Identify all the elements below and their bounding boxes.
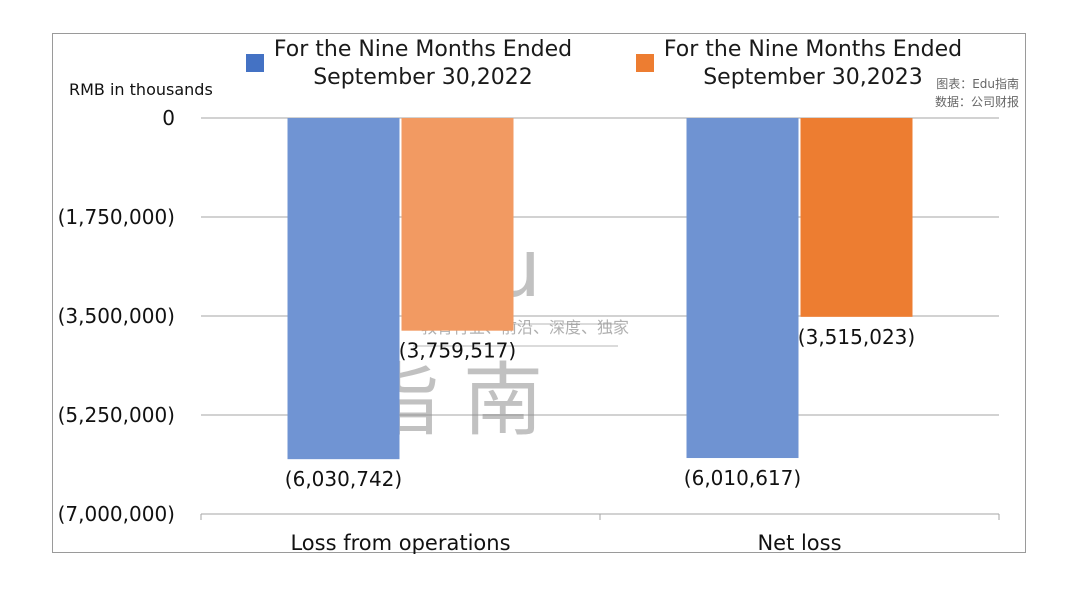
legend-label-2022-line2: September 30,2022 (313, 65, 533, 90)
legend-swatch-2023 (636, 54, 654, 72)
category-label: Net loss (757, 531, 841, 554)
chart-frame: Edu 教育行业、前沿、深度、独家 指南 (6,030,742)(3,759,5… (52, 33, 1026, 554)
bar-net-loss-0 (686, 118, 799, 459)
bar-net-loss-1 (800, 118, 913, 317)
bar-chart: Edu 教育行业、前沿、深度、独家 指南 (6,030,742)(3,759,5… (58, 37, 1019, 554)
source-data: 数据：公司财报 (935, 94, 1019, 109)
data-label: (3,515,023) (798, 325, 915, 349)
y-tick-label: (1,750,000) (58, 205, 175, 229)
x-axis-categories: Loss from operations Net loss (290, 531, 841, 554)
y-tick-label: (7,000,000) (58, 502, 175, 526)
bar-loss-from-operations-0 (287, 118, 400, 460)
source-chart: 图表：Edu指南 (936, 76, 1019, 91)
y-tick-label: (3,500,000) (58, 304, 175, 328)
unit-label: RMB in thousands (69, 80, 213, 99)
y-axis-ticks: 0 (1,750,000) (3,500,000) (5,250,000) (7,000… (58, 106, 175, 526)
y-tick-label: 0 (162, 106, 175, 130)
bars (287, 118, 913, 460)
legend: For the Nine Months Ended September 30,2… (246, 37, 962, 90)
category-label: Loss from operations (290, 531, 510, 554)
data-labels: (6,030,742) (3,759,517) (6,010,617) (3,515,… (285, 325, 915, 491)
legend-swatch-2022 (246, 54, 264, 72)
data-label: (6,010,617) (684, 466, 801, 490)
legend-label-2023-line1: For the Nine Months Ended (664, 37, 962, 62)
legend-label-2023-line2: September 30,2023 (703, 65, 923, 90)
bar-loss-from-operations-1 (401, 118, 514, 331)
y-tick-label: (5,250,000) (58, 403, 175, 427)
data-label: (3,759,517) (399, 339, 516, 363)
legend-label-2022-line1: For the Nine Months Ended (274, 37, 572, 62)
data-label: (6,030,742) (285, 467, 402, 491)
